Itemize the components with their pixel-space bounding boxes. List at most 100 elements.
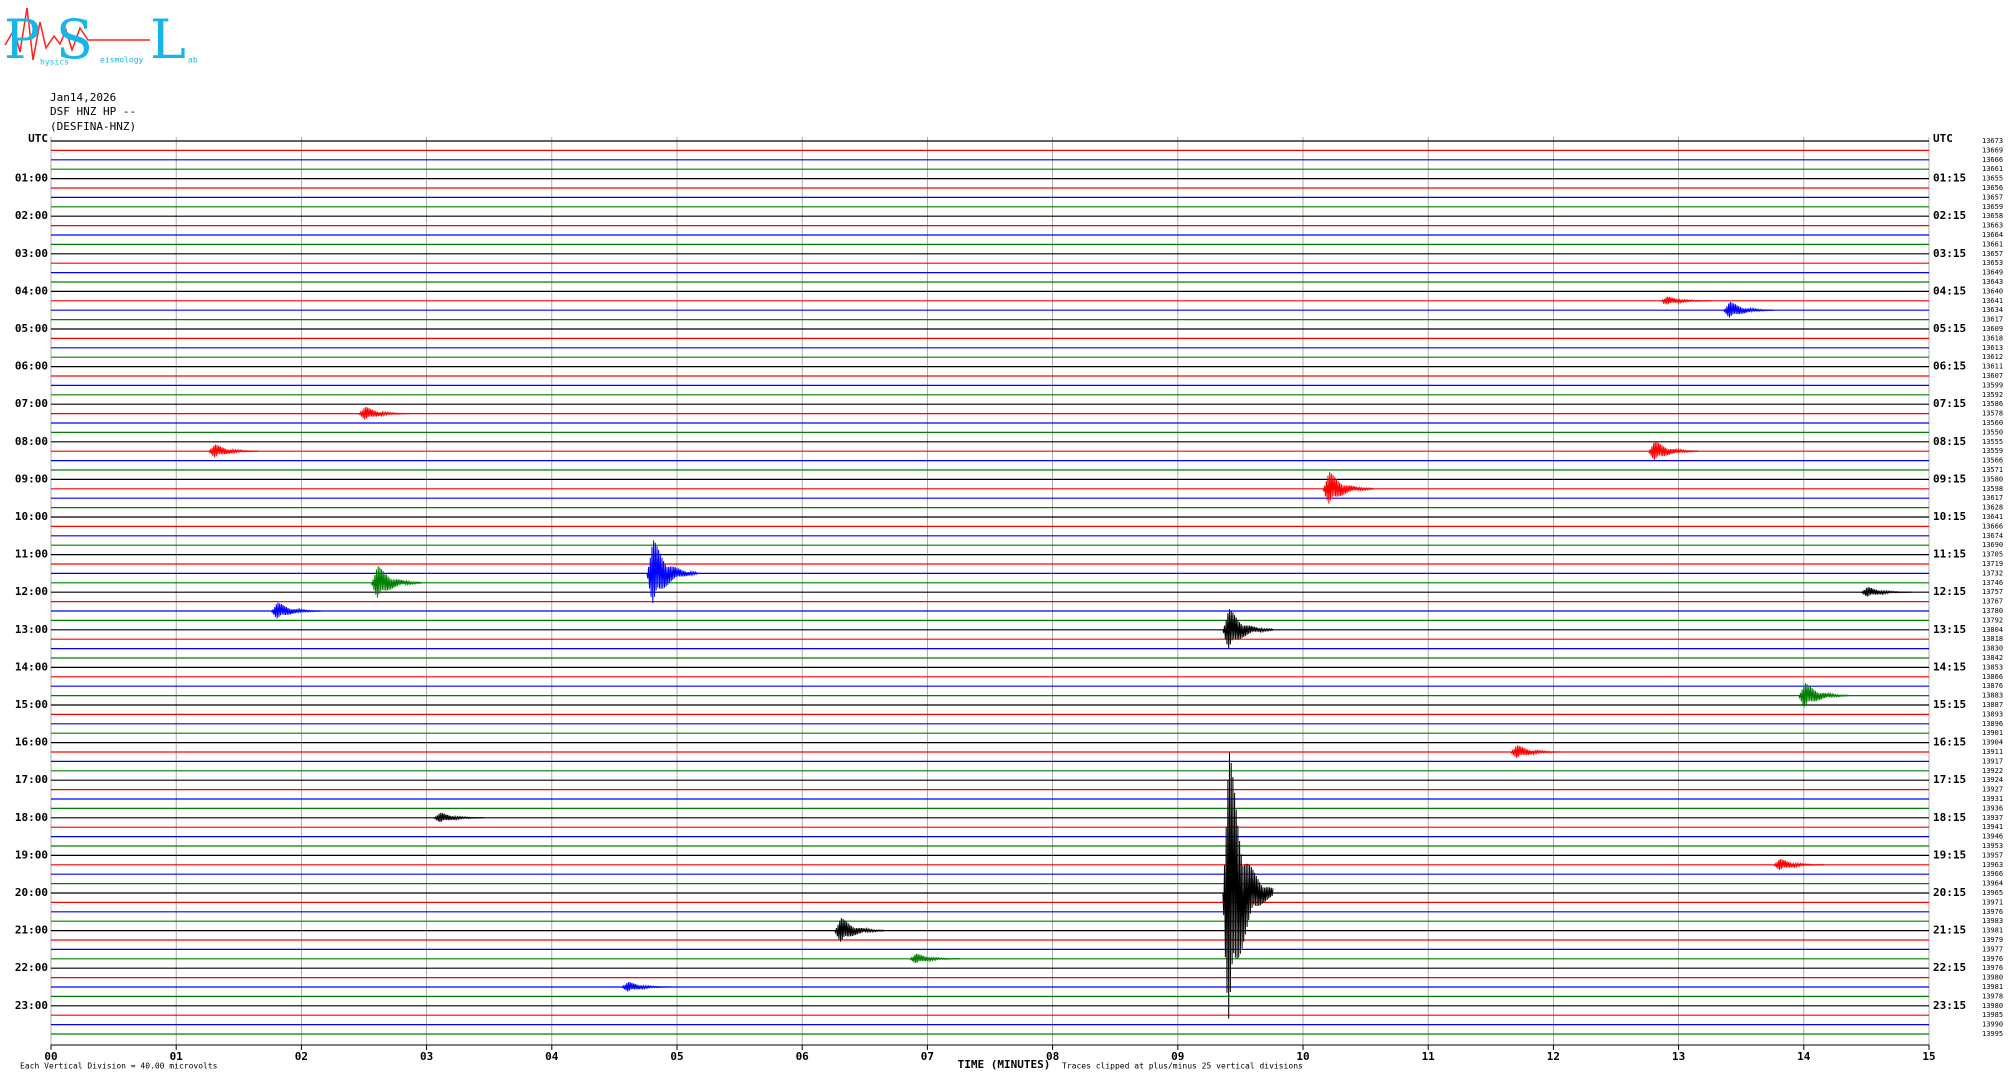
row-count: 13617 [1982,494,2003,502]
row-time-right: 06:15 [1933,360,1966,373]
logo-letter: S [56,8,93,71]
row-count: 13657 [1982,250,2003,258]
row-count: 13946 [1982,833,2003,841]
row-time-left: 23:00 [15,999,48,1012]
x-tick-label: 10 [1296,1050,1309,1063]
row-count: 13927 [1982,786,2003,794]
row-count: 13609 [1982,325,2003,333]
row-time-left: 04:00 [15,284,48,297]
row-count: 13658 [1982,212,2003,220]
row-count: 13911 [1982,748,2003,756]
seismic-event [433,812,485,823]
row-count: 13804 [1982,626,2003,634]
row-time-left: 11:00 [15,548,48,561]
row-count: 13659 [1982,203,2003,211]
row-time-left: 20:00 [15,886,48,899]
row-count: 13976 [1982,964,2003,972]
row-count: 13818 [1982,635,2003,643]
row-count: 13746 [1982,579,2003,587]
row-time-left: 16:00 [15,736,48,749]
seismic-event [1648,441,1699,461]
row-time-left: 21:00 [15,924,48,937]
seismic-event [1510,745,1562,758]
row-time-left: 10:00 [15,510,48,523]
row-count: 13571 [1982,466,2003,474]
row-time-right: 14:15 [1933,660,1966,673]
row-count: 13580 [1982,475,2003,483]
seismic-event [1723,301,1775,318]
x-tick-label: 00 [44,1050,57,1063]
row-time-left: 19:00 [15,848,48,861]
seismic-event [1861,587,1912,597]
row-count: 13980 [1982,1002,2003,1010]
row-time-right: 16:15 [1933,736,1966,749]
row-time-right: 13:15 [1933,623,1966,636]
header-name: (DESFINA-HNZ) [50,120,136,133]
row-count: 13669 [1982,146,2003,154]
row-count: 13661 [1982,240,2003,248]
row-count: 13842 [1982,654,2003,662]
row-count: 13641 [1982,297,2003,305]
x-tick-label: 09 [1171,1050,1184,1063]
row-count: 13578 [1982,410,2003,418]
row-count: 13953 [1982,842,2003,850]
row-count: 13757 [1982,588,2003,596]
row-time-left: 08:00 [15,435,48,448]
row-count: 13964 [1982,880,2003,888]
row-time-left: 22:00 [15,961,48,974]
seismic-event [270,602,322,619]
row-count: 13767 [1982,598,2003,606]
row-count: 13555 [1982,438,2003,446]
row-count: 13965 [1982,889,2003,897]
seismic-event [646,540,698,604]
seismic-event [1322,472,1374,504]
x-tick-label: 14 [1797,1050,1811,1063]
row-time-left: 07:00 [15,397,48,410]
row-count: 13673 [1982,137,2003,145]
logo-small: hysics [40,58,69,67]
row-time-left: UTC [28,132,48,145]
row-count: 13586 [1982,400,2003,408]
row-count: 13924 [1982,776,2003,784]
row-count: 13656 [1982,184,2003,192]
row-time-left: 12:00 [15,585,48,598]
row-count: 13983 [1982,917,2003,925]
x-tick-label: 08 [1046,1050,1059,1063]
clip-note: Traces clipped at plus/minus 25 vertical… [1062,1062,1303,1071]
row-count: 13853 [1982,663,2003,671]
row-time-right: 01:15 [1933,172,1966,185]
row-count: 13977 [1982,945,2003,953]
row-count: 13957 [1982,851,2003,859]
row-count: 13995 [1982,1030,2003,1038]
row-count: 13936 [1982,804,2003,812]
x-tick-label: 05 [670,1050,683,1063]
row-count: 13780 [1982,607,2003,615]
row-time-right: 11:15 [1933,548,1966,561]
row-count: 13560 [1982,419,2003,427]
row-count: 13876 [1982,682,2003,690]
row-time-right: 21:15 [1933,924,1966,937]
row-count: 13941 [1982,823,2003,831]
seismic-event [1660,296,1712,305]
row-time-left: 03:00 [15,247,48,260]
row-count: 13990 [1982,1021,2003,1029]
x-tick-label: 13 [1672,1050,1685,1063]
logo-small: eismology [100,56,144,65]
header-station: DSF HNZ HP -- [50,105,136,118]
row-count: 13904 [1982,739,2003,747]
x-axis-title: TIME (MINUTES) [958,1058,1051,1071]
row-count: 13612 [1982,353,2003,361]
seismic-event [208,444,259,458]
row-time-right: 17:15 [1933,773,1966,786]
row-time-left: 18:00 [15,811,48,824]
row-count: 13607 [1982,372,2003,380]
row-count: 13666 [1982,156,2003,164]
row-count: 13550 [1982,428,2003,436]
row-count: 13628 [1982,504,2003,512]
row-count: 13690 [1982,541,2003,549]
seismic-event [358,406,410,420]
seismic-event [909,953,961,964]
row-time-right: 07:15 [1933,397,1966,410]
seismic-event [1222,609,1274,649]
row-count: 13618 [1982,334,2003,342]
